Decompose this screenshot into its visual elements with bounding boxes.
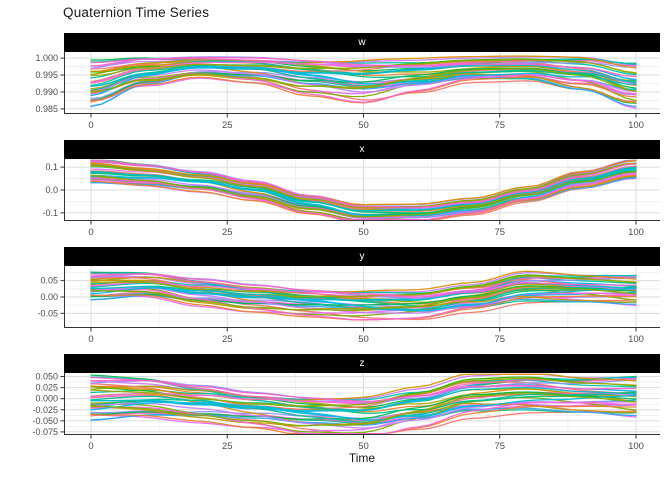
y-tick-label: -0.050 (32, 416, 58, 426)
series-line (90, 171, 637, 218)
y-tick-label: 0.0 (45, 185, 58, 195)
series-line (90, 401, 637, 435)
facet-w: w 1.000 0.995 0.990 0.985 0 25 50 75 100 (0, 33, 672, 130)
panel-plot-svg: 0.05 0.00 -0.05 0 25 50 75 100 (37, 266, 660, 344)
facet-z: z 0.050 0.025 0.000 -0.025 -0.050 -0.075 0 25 50… (0, 354, 672, 451)
y-tick-label: 0.000 (35, 394, 58, 404)
x-tick-label: 100 (628, 227, 644, 237)
facet-strip-y: y (64, 247, 660, 266)
series-line (90, 59, 637, 76)
series-line (90, 288, 637, 321)
series-line (90, 56, 637, 78)
series-line (90, 396, 637, 434)
x-tick-label: 50 (358, 120, 369, 130)
series-line (90, 379, 637, 403)
x-tick-label: 0 (88, 334, 93, 344)
series-line (90, 55, 637, 72)
series-line (90, 68, 637, 93)
series-line (90, 162, 637, 209)
x-tick-label: 25 (222, 334, 233, 344)
x-tick-label: 25 (222, 227, 233, 237)
facet-strip-z: z (64, 354, 660, 373)
x-tick-label: 25 (222, 441, 233, 451)
y-tick-label: 0.05 (40, 276, 58, 286)
series-line (90, 168, 637, 217)
facet-x: x 0.1 0.0 -0.1 0 25 50 75 100 (0, 140, 672, 237)
series-line (90, 160, 637, 206)
series-line (90, 275, 637, 298)
series-line (90, 72, 637, 103)
series-line (90, 379, 637, 401)
x-tick-label: 75 (494, 334, 505, 344)
y-tick-label: -0.025 (32, 405, 58, 415)
series-line (90, 287, 637, 312)
series-line (90, 392, 637, 427)
y-tick-label: 0.985 (35, 104, 58, 114)
series-line (90, 373, 637, 402)
series-line (90, 166, 637, 212)
series-line (90, 73, 637, 104)
series-line (90, 273, 637, 298)
panel-plot-svg: 1.000 0.995 0.990 0.985 0 25 50 75 100 (35, 52, 660, 130)
facet-y: y 0.05 0.00 -0.05 0 25 50 75 100 (0, 247, 672, 344)
series-line (90, 289, 637, 311)
series-line (90, 285, 637, 307)
series-line (90, 394, 637, 421)
series-line (90, 391, 637, 415)
y-tick-label: 0.050 (35, 373, 58, 382)
x-tick-label: 50 (358, 334, 369, 344)
facet-strip-w: w (64, 33, 660, 52)
x-tick-label: 25 (222, 120, 233, 130)
x-tick-label: 50 (358, 441, 369, 451)
y-tick-label: -0.075 (32, 427, 58, 437)
y-tick-label: 0.995 (35, 70, 58, 80)
series-line (90, 402, 637, 427)
y-tick-label: -0.1 (42, 208, 58, 218)
series-line (90, 171, 637, 219)
x-tick-label: 75 (494, 441, 505, 451)
series-line (90, 385, 637, 413)
x-axis-title: Time (348, 451, 376, 465)
y-tick-label: 0.025 (35, 383, 58, 393)
x-tick-label: 0 (88, 120, 93, 130)
y-tick-label: 0.1 (45, 162, 58, 172)
x-tick-label: 50 (358, 227, 369, 237)
x-tick-label: 75 (494, 227, 505, 237)
panel-plot-svg: 0.1 0.0 -0.1 0 25 50 75 100 (42, 159, 660, 237)
x-tick-label: 75 (494, 120, 505, 130)
facet-strip-label-y: y (359, 251, 365, 262)
series-line (90, 65, 637, 97)
facet-strip-x: x (64, 140, 660, 159)
chart-title: Quaternion Time Series (63, 5, 210, 20)
x-tick-label: 100 (628, 441, 644, 451)
y-tick-label: 0.990 (35, 87, 58, 97)
series-line (90, 401, 637, 429)
x-tick-label: 0 (88, 441, 93, 451)
facet-strip-label-x: x (359, 144, 365, 155)
series-line (90, 379, 637, 404)
facet-strip-label-w: w (358, 37, 366, 48)
x-tick-label: 100 (628, 120, 644, 130)
series-line (90, 385, 637, 403)
series-line (90, 173, 637, 221)
y-tick-label: 1.000 (35, 53, 58, 63)
series-line (90, 285, 637, 311)
x-tick-label: 100 (628, 334, 644, 344)
y-tick-label: -0.05 (37, 308, 58, 318)
x-tick-label: 0 (88, 227, 93, 237)
y-tick-label: 0.00 (40, 292, 58, 302)
series-line (90, 160, 637, 208)
facet-strip-label-z: z (359, 358, 365, 369)
series-line (90, 377, 637, 407)
